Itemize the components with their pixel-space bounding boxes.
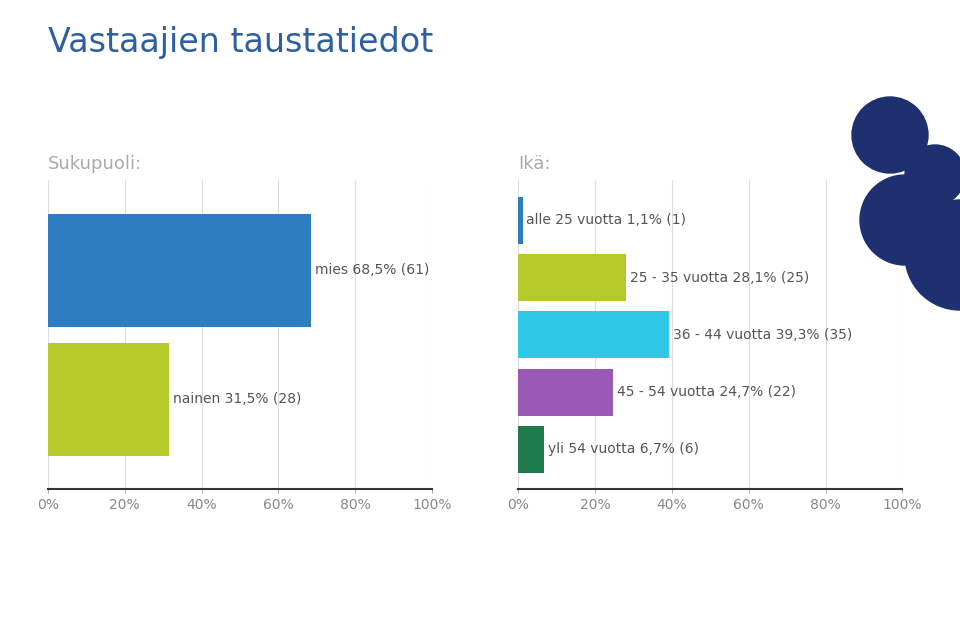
Circle shape [852,97,928,173]
Text: INNOLINK: INNOLINK [82,573,132,582]
Circle shape [860,175,950,265]
Bar [518,312,669,358]
Bar [518,197,522,244]
Circle shape [29,621,67,625]
Text: 25 - 35 vuotta 28,1% (25): 25 - 35 vuotta 28,1% (25) [630,270,809,285]
Text: 36 - 44 vuotta 39,3% (35): 36 - 44 vuotta 39,3% (35) [673,328,852,342]
Circle shape [10,569,48,573]
Bar [518,254,626,301]
Bar [518,426,544,473]
Circle shape [5,596,43,599]
Bar [48,343,169,456]
Circle shape [905,200,960,310]
Text: yli 54 vuotta 6,7% (6): yli 54 vuotta 6,7% (6) [548,442,699,457]
Circle shape [29,569,67,573]
Text: Sukupuoli:: Sukupuoli: [48,155,142,173]
Circle shape [905,145,960,205]
Text: 45 - 54 vuotta 24,7% (22): 45 - 54 vuotta 24,7% (22) [617,385,796,399]
Text: Ikä:: Ikä: [518,155,551,173]
Text: alle 25 vuotta 1,1% (1): alle 25 vuotta 1,1% (1) [526,213,686,227]
Bar [518,368,613,415]
Bar [48,214,311,327]
Text: RESEARCH • AGENCY • STAFF: RESEARCH • AGENCY • STAFF [714,598,922,611]
Circle shape [5,621,43,625]
Text: mies 68,5% (61): mies 68,5% (61) [315,263,429,278]
Text: RESEARCH: RESEARCH [82,600,180,618]
Circle shape [29,596,67,599]
Text: nainen 31,5% (28): nainen 31,5% (28) [173,392,301,406]
Text: Vastaajien taustatiedot: Vastaajien taustatiedot [48,26,433,59]
